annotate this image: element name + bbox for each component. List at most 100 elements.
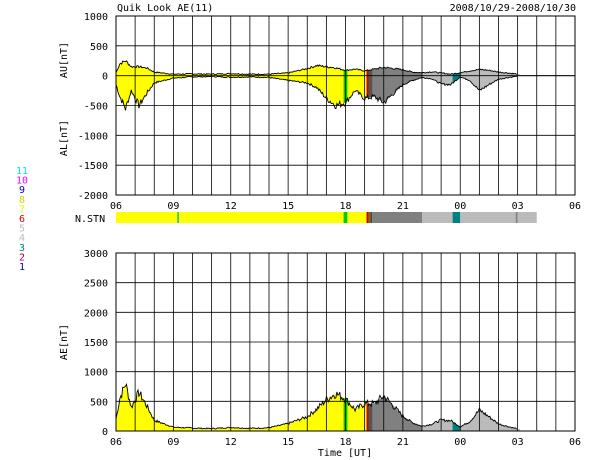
ae-area-fill-strip xyxy=(409,421,411,431)
ae-area-fill-strip xyxy=(194,428,196,431)
al-area-fill-strip xyxy=(466,75,469,80)
ae-area-fill-strip xyxy=(375,402,377,431)
al-area-fill-strip xyxy=(261,75,263,78)
al-series-line xyxy=(115,75,517,111)
au-area-fill-strip xyxy=(270,74,273,76)
al-area-fill-strip xyxy=(161,75,164,81)
ae-area-fill-strip xyxy=(151,415,153,431)
au-area-fill-strip xyxy=(237,73,239,76)
au-area-fill-strip xyxy=(371,69,373,76)
al-area-fill-strip xyxy=(293,75,296,82)
au-area-fill-strip xyxy=(303,69,305,76)
au-area-fill-strip xyxy=(156,72,158,76)
n-stn-segment xyxy=(343,212,348,223)
au-area-fill-strip xyxy=(428,72,431,76)
al-area-fill-strip xyxy=(138,75,141,105)
al-area-fill-strip xyxy=(404,75,407,84)
al-area-fill-strip xyxy=(442,75,444,85)
au-area-fill-strip xyxy=(188,73,191,76)
au-area-fill-strip xyxy=(474,70,476,76)
al-area-fill-strip xyxy=(322,75,324,95)
al-area-fill-strip xyxy=(311,75,313,85)
ae-area-fill-strip xyxy=(373,403,375,431)
au-area-fill-strip xyxy=(295,71,298,76)
ae-area-fill-strip xyxy=(400,413,402,431)
al-area-fill-strip xyxy=(142,75,145,99)
ae-area-fill-strip xyxy=(175,427,177,431)
au-area-fill-strip xyxy=(154,72,156,76)
n-stn-segment xyxy=(460,212,516,223)
ae-area-fill-strip xyxy=(167,425,169,431)
al-area-fill-strip xyxy=(141,75,144,101)
ae-area-fill-strip xyxy=(476,412,478,431)
ae-area-fill-strip xyxy=(121,392,124,431)
au-area-fill-strip xyxy=(362,70,365,76)
au-area-fill-strip xyxy=(338,68,341,76)
al-area-fill-strip xyxy=(250,75,253,77)
al-area-fill-strip xyxy=(159,75,161,82)
al-area-fill-strip xyxy=(427,75,430,79)
al-area-fill-strip xyxy=(116,75,118,87)
al-area-fill-strip xyxy=(127,75,129,102)
au-area-fill-strip xyxy=(422,72,425,76)
al-area-fill-strip xyxy=(490,75,493,84)
ae-area-fill-strip xyxy=(235,427,237,431)
al-area-fill-strip xyxy=(463,75,465,79)
ae-area-fill-strip xyxy=(181,427,183,431)
ae-area-fill-strip xyxy=(317,407,320,431)
ae-area-fill-strip xyxy=(342,397,344,431)
al-area-fill-strip xyxy=(351,75,353,95)
al-area-fill-strip xyxy=(366,75,368,98)
ae-area-fill-strip xyxy=(418,425,420,431)
al-area-fill-strip xyxy=(483,75,485,88)
au-area-fill-strip xyxy=(364,70,366,76)
au-area-fill-strip xyxy=(424,72,427,76)
station-legend-item: 7 xyxy=(19,204,25,215)
ae-area-fill-strip xyxy=(408,420,410,431)
ae-area-fill-strip xyxy=(358,406,361,431)
al-area-fill-strip xyxy=(403,75,406,84)
al-area-fill-strip xyxy=(487,75,490,85)
al-area-fill-strip xyxy=(383,75,386,103)
al-area-fill-strip xyxy=(164,75,167,81)
al-area-fill-strip xyxy=(419,75,421,79)
ae-area-fill-strip xyxy=(381,397,384,431)
ae-area-fill-strip xyxy=(144,403,147,431)
au-area-fill-strip xyxy=(407,71,410,76)
al-area-fill-strip xyxy=(160,75,163,82)
al-area-fill-strip xyxy=(327,75,329,100)
al-area-fill-strip xyxy=(242,75,244,77)
au-area-fill-strip xyxy=(213,74,215,76)
al-area-fill-strip xyxy=(123,75,126,106)
au-area-fill-strip xyxy=(160,72,163,76)
au-area-fill-strip xyxy=(400,69,403,76)
ae-area-fill-strip xyxy=(431,423,433,431)
ae-area-fill-strip xyxy=(197,428,199,431)
ae-area-fill-strip xyxy=(384,397,387,431)
al-area-fill-strip xyxy=(175,75,177,78)
ae-area-fill-strip xyxy=(385,398,388,431)
al-area-fill-strip xyxy=(240,75,242,78)
ae-area-fill-strip xyxy=(378,400,380,431)
al-area-fill-strip xyxy=(381,75,384,102)
bottom-xtick-label: 06 xyxy=(569,437,581,448)
ae-area-fill-strip xyxy=(142,399,145,431)
al-area-fill-strip xyxy=(129,75,131,96)
au-area-fill-strip xyxy=(199,73,201,76)
au-area-fill-strip xyxy=(138,66,141,76)
ae-area-fill-strip xyxy=(256,428,258,431)
ae-area-fill-strip xyxy=(298,419,300,431)
al-area-fill-strip xyxy=(501,75,503,79)
ae-area-fill-strip xyxy=(340,396,343,431)
al-area-fill-strip xyxy=(409,75,411,82)
al-area-fill-strip xyxy=(476,75,478,89)
au-area-fill-strip xyxy=(279,73,281,76)
ae-area-fill-strip xyxy=(236,427,238,431)
au-area-fill-strip xyxy=(335,68,338,76)
al-area-fill-strip xyxy=(345,75,347,102)
au-area-fill-strip xyxy=(184,73,187,76)
au-area-fill-strip xyxy=(245,74,247,76)
ae-area-fill-strip xyxy=(361,405,364,431)
al-area-fill-strip xyxy=(334,75,337,106)
